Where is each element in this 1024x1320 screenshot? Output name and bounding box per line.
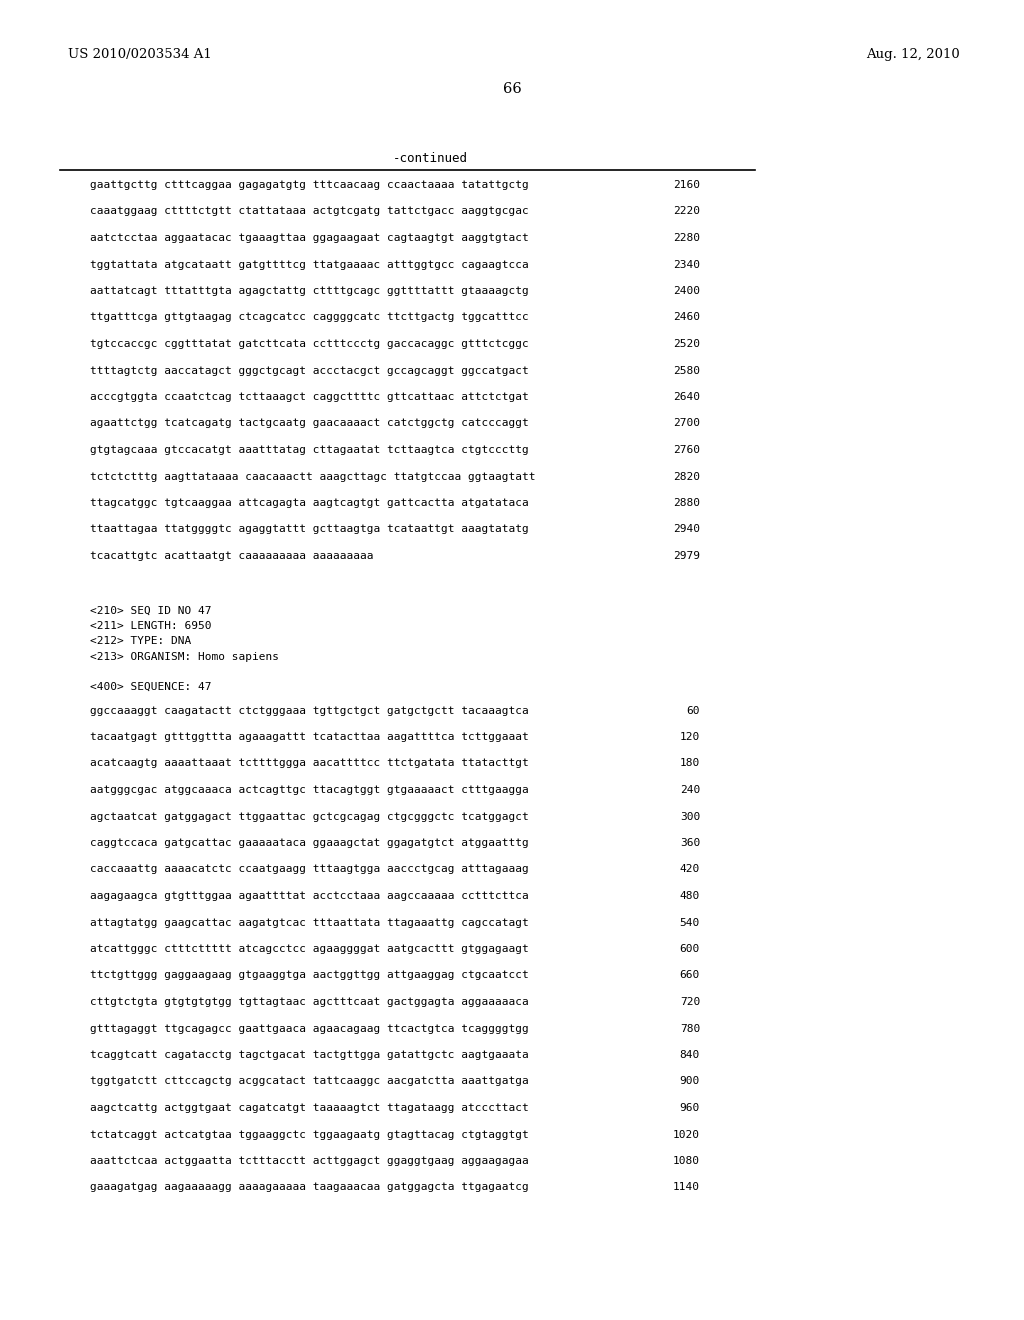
Text: 660: 660: [680, 970, 700, 981]
Text: tacaatgagt gtttggttta agaaagattt tcatacttaa aagattttca tcttggaaat: tacaatgagt gtttggttta agaaagattt tcatact…: [90, 733, 528, 742]
Text: ttaattagaa ttatggggtc agaggtattt gcttaagtga tcataattgt aaagtatatg: ttaattagaa ttatggggtc agaggtattt gcttaag…: [90, 524, 528, 535]
Text: 66: 66: [503, 82, 521, 96]
Text: 360: 360: [680, 838, 700, 847]
Text: 420: 420: [680, 865, 700, 874]
Text: 240: 240: [680, 785, 700, 795]
Text: 2400: 2400: [673, 286, 700, 296]
Text: 1140: 1140: [673, 1183, 700, 1192]
Text: tgtccaccgc cggtttatat gatcttcata cctttccctg gaccacaggc gtttctcggc: tgtccaccgc cggtttatat gatcttcata cctttcc…: [90, 339, 528, 348]
Text: acatcaagtg aaaattaaat tcttttggga aacattttcc ttctgatata ttatacttgt: acatcaagtg aaaattaaat tcttttggga aacattt…: [90, 759, 528, 768]
Text: 600: 600: [680, 944, 700, 954]
Text: 480: 480: [680, 891, 700, 902]
Text: caccaaattg aaaacatctc ccaatgaagg tttaagtgga aaccctgcag atttagaaag: caccaaattg aaaacatctc ccaatgaagg tttaagt…: [90, 865, 528, 874]
Text: ttagcatggc tgtcaaggaa attcagagta aagtcagtgt gattcactta atgatataca: ttagcatggc tgtcaaggaa attcagagta aagtcag…: [90, 498, 528, 508]
Text: 720: 720: [680, 997, 700, 1007]
Text: ttttagtctg aaccatagct gggctgcagt accctacgct gccagcaggt ggccatgact: ttttagtctg aaccatagct gggctgcagt accctac…: [90, 366, 528, 375]
Text: <211> LENGTH: 6950: <211> LENGTH: 6950: [90, 620, 212, 631]
Text: 1080: 1080: [673, 1156, 700, 1166]
Text: gtttagaggt ttgcagagcc gaattgaaca agaacagaag ttcactgtca tcaggggtgg: gtttagaggt ttgcagagcc gaattgaaca agaacag…: [90, 1023, 528, 1034]
Text: gtgtagcaaa gtccacatgt aaatttatag cttagaatat tcttaagtca ctgtcccttg: gtgtagcaaa gtccacatgt aaatttatag cttagaa…: [90, 445, 528, 455]
Text: 900: 900: [680, 1077, 700, 1086]
Text: 180: 180: [680, 759, 700, 768]
Text: 2220: 2220: [673, 206, 700, 216]
Text: <400> SEQUENCE: 47: <400> SEQUENCE: 47: [90, 681, 212, 692]
Text: 2640: 2640: [673, 392, 700, 403]
Text: 2580: 2580: [673, 366, 700, 375]
Text: US 2010/0203534 A1: US 2010/0203534 A1: [68, 48, 212, 61]
Text: aagagaagca gtgtttggaa agaattttat acctcctaaa aagccaaaaa cctttcttca: aagagaagca gtgtttggaa agaattttat acctcct…: [90, 891, 528, 902]
Text: agctaatcat gatggagact ttggaattac gctcgcagag ctgcgggctc tcatggagct: agctaatcat gatggagact ttggaattac gctcgca…: [90, 812, 528, 821]
Text: 1020: 1020: [673, 1130, 700, 1139]
Text: tggtattata atgcataatt gatgttttcg ttatgaaaac atttggtgcc cagaagtcca: tggtattata atgcataatt gatgttttcg ttatgaa…: [90, 260, 528, 269]
Text: caggtccaca gatgcattac gaaaaataca ggaaagctat ggagatgtct atggaatttg: caggtccaca gatgcattac gaaaaataca ggaaagc…: [90, 838, 528, 847]
Text: <213> ORGANISM: Homo sapiens: <213> ORGANISM: Homo sapiens: [90, 652, 279, 663]
Text: aagctcattg actggtgaat cagatcatgt taaaaagtct ttagataagg atcccttact: aagctcattg actggtgaat cagatcatgt taaaaag…: [90, 1104, 528, 1113]
Text: attagtatgg gaagcattac aagatgtcac tttaattata ttagaaattg cagccatagt: attagtatgg gaagcattac aagatgtcac tttaatt…: [90, 917, 528, 928]
Text: tggtgatctt cttccagctg acggcatact tattcaaggc aacgatctta aaattgatga: tggtgatctt cttccagctg acggcatact tattcaa…: [90, 1077, 528, 1086]
Text: cttgtctgta gtgtgtgtgg tgttagtaac agctttcaat gactggagta aggaaaaaca: cttgtctgta gtgtgtgtgg tgttagtaac agctttc…: [90, 997, 528, 1007]
Text: <210> SEQ ID NO 47: <210> SEQ ID NO 47: [90, 606, 212, 615]
Text: tctatcaggt actcatgtaa tggaaggctc tggaagaatg gtagttacag ctgtaggtgt: tctatcaggt actcatgtaa tggaaggctc tggaaga…: [90, 1130, 528, 1139]
Text: 840: 840: [680, 1049, 700, 1060]
Text: aatgggcgac atggcaaaca actcagttgc ttacagtggt gtgaaaaact ctttgaagga: aatgggcgac atggcaaaca actcagttgc ttacagt…: [90, 785, 528, 795]
Text: tcaggtcatt cagatacctg tagctgacat tactgttgga gatattgctc aagtgaaata: tcaggtcatt cagatacctg tagctgacat tactgtt…: [90, 1049, 528, 1060]
Text: 2340: 2340: [673, 260, 700, 269]
Text: tcacattgtc acattaatgt caaaaaaaaa aaaaaaaaa: tcacattgtc acattaatgt caaaaaaaaa aaaaaaa…: [90, 550, 374, 561]
Text: agaattctgg tcatcagatg tactgcaatg gaacaaaact catctggctg catcccaggt: agaattctgg tcatcagatg tactgcaatg gaacaaa…: [90, 418, 528, 429]
Text: ttgatttcga gttgtaagag ctcagcatcc caggggcatc ttcttgactg tggcatttcc: ttgatttcga gttgtaagag ctcagcatcc caggggc…: [90, 313, 528, 322]
Text: 60: 60: [686, 705, 700, 715]
Text: Aug. 12, 2010: Aug. 12, 2010: [866, 48, 961, 61]
Text: ggccaaaggt caagatactt ctctgggaaa tgttgctgct gatgctgctt tacaaagtca: ggccaaaggt caagatactt ctctgggaaa tgttgct…: [90, 705, 528, 715]
Text: 2280: 2280: [673, 234, 700, 243]
Text: 960: 960: [680, 1104, 700, 1113]
Text: <212> TYPE: DNA: <212> TYPE: DNA: [90, 636, 191, 647]
Text: gaaagatgag aagaaaaagg aaaagaaaaa taagaaacaa gatggagcta ttgagaatcg: gaaagatgag aagaaaaagg aaaagaaaaa taagaaa…: [90, 1183, 528, 1192]
Text: 2520: 2520: [673, 339, 700, 348]
Text: -continued: -continued: [392, 152, 468, 165]
Text: aatctcctaa aggaatacac tgaaagttaa ggagaagaat cagtaagtgt aaggtgtact: aatctcctaa aggaatacac tgaaagttaa ggagaag…: [90, 234, 528, 243]
Text: acccgtggta ccaatctcag tcttaaagct caggcttttc gttcattaac attctctgat: acccgtggta ccaatctcag tcttaaagct caggctt…: [90, 392, 528, 403]
Text: tctctctttg aagttataaaa caacaaactt aaagcttagc ttatgtccaa ggtaagtatt: tctctctttg aagttataaaa caacaaactt aaagct…: [90, 471, 536, 482]
Text: 540: 540: [680, 917, 700, 928]
Text: ttctgttggg gaggaagaag gtgaaggtga aactggttgg attgaaggag ctgcaatcct: ttctgttggg gaggaagaag gtgaaggtga aactggt…: [90, 970, 528, 981]
Text: gaattgcttg ctttcaggaa gagagatgtg tttcaacaag ccaactaaaa tatattgctg: gaattgcttg ctttcaggaa gagagatgtg tttcaac…: [90, 180, 528, 190]
Text: 2940: 2940: [673, 524, 700, 535]
Text: 2160: 2160: [673, 180, 700, 190]
Text: 2460: 2460: [673, 313, 700, 322]
Text: 2820: 2820: [673, 471, 700, 482]
Text: 2979: 2979: [673, 550, 700, 561]
Text: aattatcagt tttatttgta agagctattg cttttgcagc ggttttattt gtaaaagctg: aattatcagt tttatttgta agagctattg cttttgc…: [90, 286, 528, 296]
Text: 120: 120: [680, 733, 700, 742]
Text: aaattctcaa actggaatta tctttacctt acttggagct ggaggtgaag aggaagagaa: aaattctcaa actggaatta tctttacctt acttgga…: [90, 1156, 528, 1166]
Text: 300: 300: [680, 812, 700, 821]
Text: 2700: 2700: [673, 418, 700, 429]
Text: 2760: 2760: [673, 445, 700, 455]
Text: caaatggaag cttttctgtt ctattataaa actgtcgatg tattctgacc aaggtgcgac: caaatggaag cttttctgtt ctattataaa actgtcg…: [90, 206, 528, 216]
Text: 2880: 2880: [673, 498, 700, 508]
Text: atcattgggc ctttcttttt atcagcctcc agaaggggat aatgcacttt gtggagaagt: atcattgggc ctttcttttt atcagcctcc agaaggg…: [90, 944, 528, 954]
Text: 780: 780: [680, 1023, 700, 1034]
